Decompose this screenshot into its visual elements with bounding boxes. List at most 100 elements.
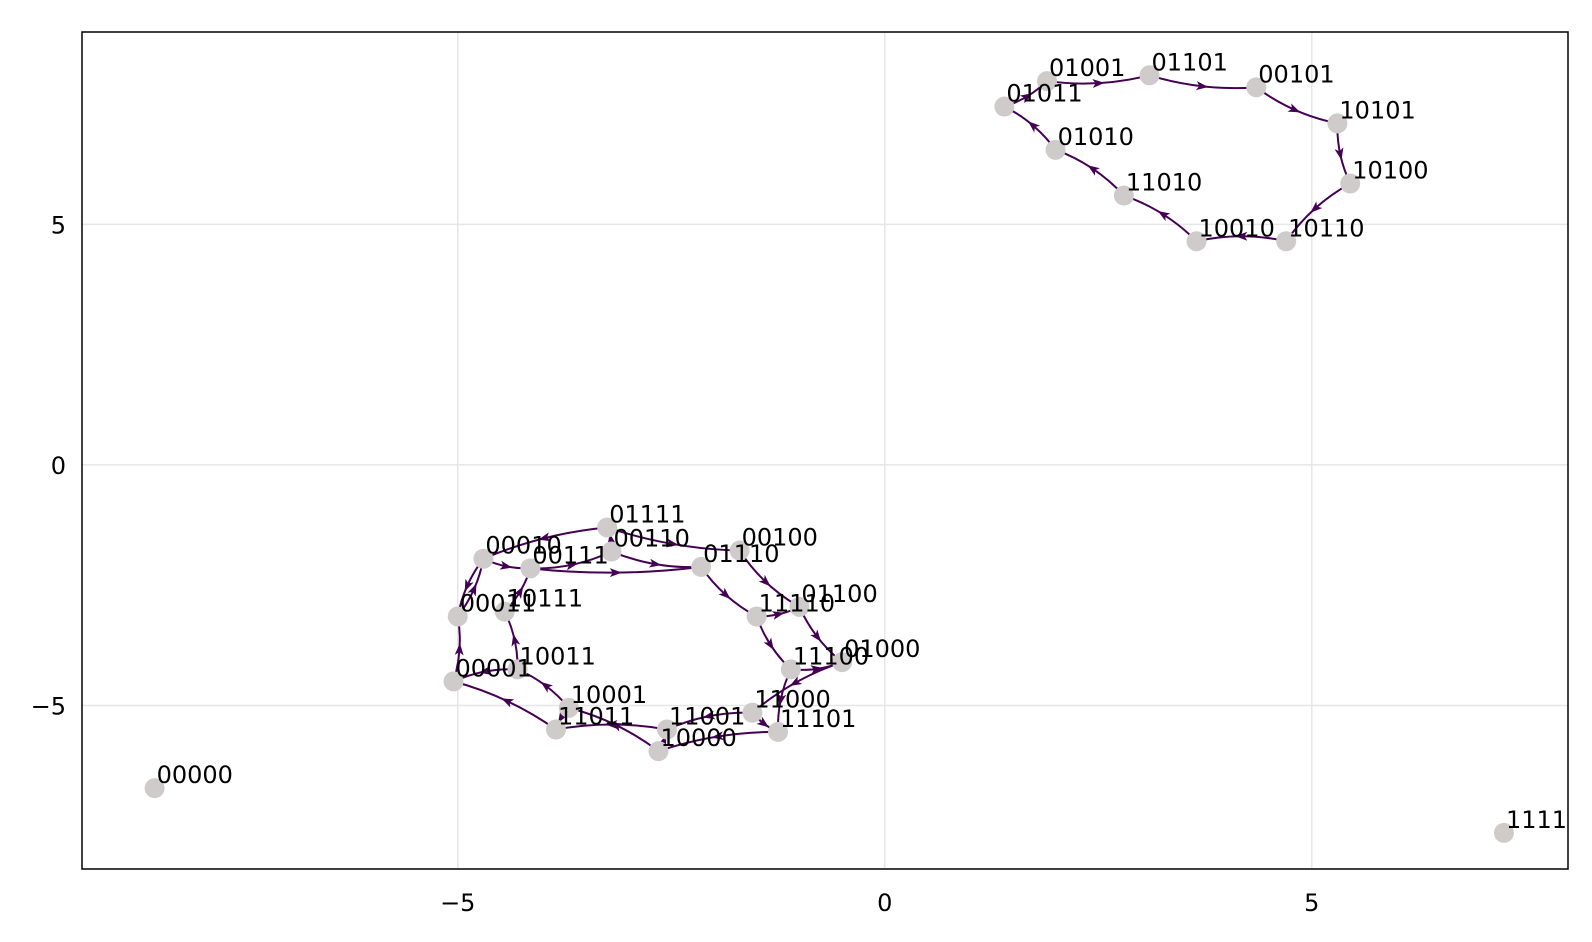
edge-arrowhead [648, 558, 662, 568]
edge-arrowhead [1087, 165, 1100, 176]
node-label: 10001 [571, 681, 647, 709]
edge-arrowhead [711, 731, 725, 741]
graph-node [768, 721, 789, 742]
plot-frame [81, 31, 1569, 870]
graph-node [789, 596, 810, 617]
node-label: 10100 [1352, 157, 1428, 185]
y-tick-label: 5 [51, 211, 66, 239]
edge-arrowhead [810, 629, 822, 642]
node-label: 10111 [507, 585, 583, 613]
graph-node [447, 606, 468, 627]
node-label: 10101 [1339, 96, 1415, 124]
edge-arrowhead [1019, 93, 1033, 104]
edge-arrowhead [501, 698, 515, 708]
graph-node [545, 719, 566, 740]
graph-node [494, 601, 515, 622]
node-label: 00000 [157, 761, 233, 789]
edge-arrowhead [1334, 147, 1344, 161]
node-label: 01110 [703, 540, 779, 568]
edge-arrowhead [538, 532, 552, 542]
graph-node [657, 719, 678, 740]
edge-arrowhead [540, 681, 553, 693]
node-label: 10010 [1199, 214, 1275, 242]
x-tick-label: −5 [440, 889, 475, 917]
edge-arrowhead [610, 722, 624, 732]
edge-arrowhead [789, 676, 803, 686]
node-label: 11000 [754, 686, 830, 714]
edge-arrowhead [499, 560, 513, 570]
edge-arrowhead [558, 710, 569, 724]
graph-node [1045, 139, 1066, 160]
edge-arrowhead [810, 665, 823, 675]
edge-arrowhead [464, 578, 474, 592]
edge-arrowhead [513, 586, 524, 599]
edge-arrowhead [756, 716, 769, 728]
node-labels: 00000 11111 01001 01101 00101 01011 10101 01010… [157, 48, 1568, 834]
edge-arrowhead [771, 611, 785, 620]
edge-arrowhead [763, 637, 774, 651]
graph-node [1340, 173, 1361, 194]
node-label: 00011 [460, 589, 536, 617]
edge-arrowhead [1092, 79, 1105, 89]
graph-node [558, 697, 579, 718]
edge-arrowhead [758, 574, 771, 587]
graph-node [1276, 231, 1297, 252]
node-label: 00101 [1258, 60, 1334, 88]
edge-arrowhead [718, 587, 731, 600]
edge-arrowhead [1195, 81, 1209, 91]
node-label: 01010 [1058, 123, 1134, 151]
graph-edge [1055, 148, 1125, 197]
graph-node [1327, 113, 1348, 134]
node-label: 01111 [609, 500, 685, 528]
edge-arrowhead [511, 633, 521, 647]
graph-node [832, 652, 853, 673]
y-tick-label: 0 [51, 452, 66, 480]
node-label: 10011 [520, 642, 596, 670]
x-axis-ticks: −5 0 5 [440, 889, 1319, 917]
edge-arrowhead [605, 720, 618, 729]
x-tick-label: 5 [1304, 889, 1319, 917]
grid [82, 32, 1568, 869]
node-label: 11010 [1126, 169, 1202, 197]
edge-arrowhead [565, 561, 578, 571]
node-label: 00111 [532, 541, 608, 569]
graph-node [746, 606, 767, 627]
y-tick-label: −5 [31, 692, 66, 720]
graph-node [1113, 185, 1134, 206]
node-label: 01101 [1152, 48, 1228, 76]
node-label: 00110 [613, 525, 689, 553]
edge-arrowhead [467, 583, 477, 597]
node-label: 00010 [485, 532, 561, 560]
edge-arrowhead [1310, 201, 1323, 213]
node-label: 10000 [660, 724, 736, 752]
edge-arrowhead [454, 643, 464, 656]
node-label: 01011 [1006, 80, 1082, 108]
graph-node [1139, 65, 1160, 86]
edge-arrowhead [1287, 103, 1301, 113]
node-label: 10110 [1288, 214, 1364, 242]
node-label: 11001 [669, 703, 745, 731]
node-label: 01100 [801, 580, 877, 608]
graph-node [729, 540, 750, 561]
x-tick-label: 0 [877, 889, 892, 917]
node-label: 11011 [558, 703, 634, 731]
graph-node [780, 659, 801, 680]
graph-node [742, 702, 763, 723]
graph-node [648, 741, 669, 762]
graph-node [601, 541, 622, 562]
edge-arrowhead [1157, 210, 1171, 222]
edge-arrowhead [702, 710, 716, 720]
graph-node [1493, 822, 1514, 843]
edge-arrowhead [777, 693, 787, 706]
graph-edge [700, 566, 758, 618]
edge-arrowhead [609, 568, 622, 578]
node-label: 00100 [742, 524, 818, 552]
edge-arrowhead [1027, 121, 1041, 133]
graph-node [691, 556, 712, 577]
node-label: 01001 [1049, 54, 1125, 82]
graph-edge [1003, 105, 1057, 151]
node-label: 11110 [759, 589, 835, 617]
graph-node [520, 558, 541, 579]
graph-node [597, 517, 618, 538]
